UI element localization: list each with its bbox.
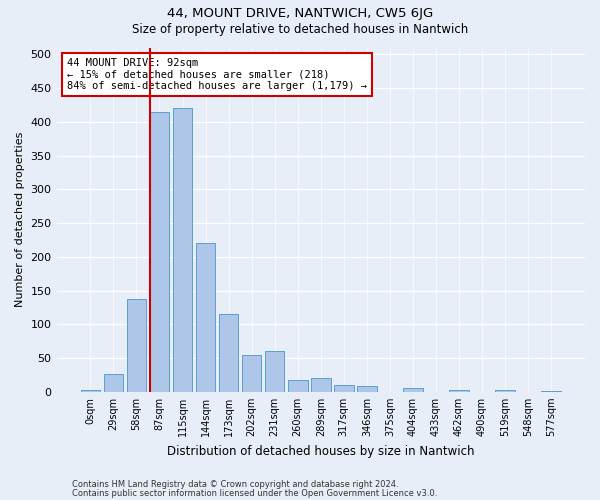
- Bar: [357, 386, 377, 392]
- Text: Size of property relative to detached houses in Nantwich: Size of property relative to detached ho…: [132, 22, 468, 36]
- Bar: [334, 385, 353, 392]
- Bar: [149, 112, 169, 392]
- Bar: [265, 352, 284, 392]
- Bar: [104, 374, 123, 392]
- Text: Contains public sector information licensed under the Open Government Licence v3: Contains public sector information licen…: [72, 488, 437, 498]
- Bar: [196, 244, 215, 392]
- Bar: [127, 300, 146, 392]
- Text: 44 MOUNT DRIVE: 92sqm
← 15% of detached houses are smaller (218)
84% of semi-det: 44 MOUNT DRIVE: 92sqm ← 15% of detached …: [67, 58, 367, 91]
- Bar: [242, 354, 262, 392]
- Bar: [219, 314, 238, 392]
- Bar: [403, 388, 423, 392]
- Bar: [541, 391, 561, 392]
- Bar: [311, 378, 331, 392]
- Bar: [496, 390, 515, 392]
- X-axis label: Distribution of detached houses by size in Nantwich: Distribution of detached houses by size …: [167, 444, 475, 458]
- Bar: [288, 380, 308, 392]
- Text: 44, MOUNT DRIVE, NANTWICH, CW5 6JG: 44, MOUNT DRIVE, NANTWICH, CW5 6JG: [167, 8, 433, 20]
- Bar: [80, 390, 100, 392]
- Y-axis label: Number of detached properties: Number of detached properties: [15, 132, 25, 308]
- Text: Contains HM Land Registry data © Crown copyright and database right 2024.: Contains HM Land Registry data © Crown c…: [72, 480, 398, 489]
- Bar: [173, 108, 193, 392]
- Bar: [449, 390, 469, 392]
